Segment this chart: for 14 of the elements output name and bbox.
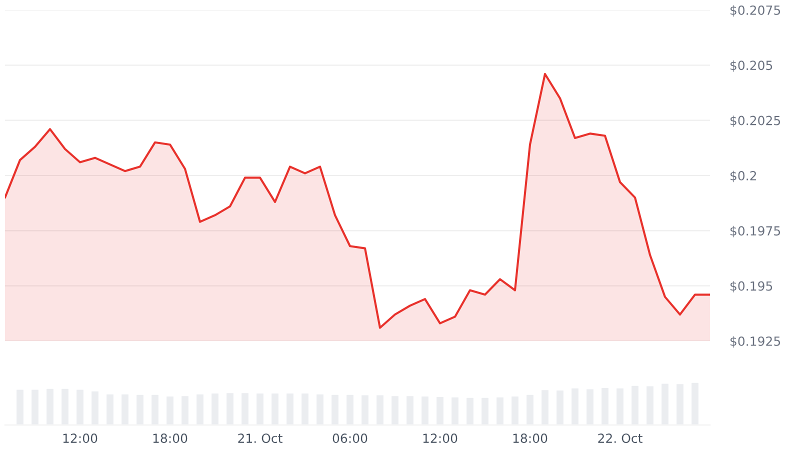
x-tick-label: 21. Oct bbox=[238, 434, 282, 444]
y-tick-label: $0.2025 bbox=[730, 116, 780, 127]
y-tick-label: $0.205 bbox=[730, 60, 772, 72]
y-tick-label: $0.1975 bbox=[730, 226, 780, 238]
x-tick-label: 18:00 bbox=[513, 434, 548, 444]
y-tick-label: $0.195 bbox=[730, 281, 772, 292]
x-tick-label: 06:00 bbox=[332, 434, 368, 444]
y-tick-label: $0.2075 bbox=[730, 5, 780, 17]
x-tick-label: 12:00 bbox=[63, 434, 98, 444]
y-tick-label: $0.1925 bbox=[730, 336, 780, 348]
x-tick-label: 22. Oct bbox=[598, 434, 642, 444]
x-tick-label: 18:00 bbox=[153, 434, 188, 444]
x-tick-label: 12:00 bbox=[423, 434, 458, 444]
y-tick-label: $0.2 bbox=[730, 170, 756, 182]
